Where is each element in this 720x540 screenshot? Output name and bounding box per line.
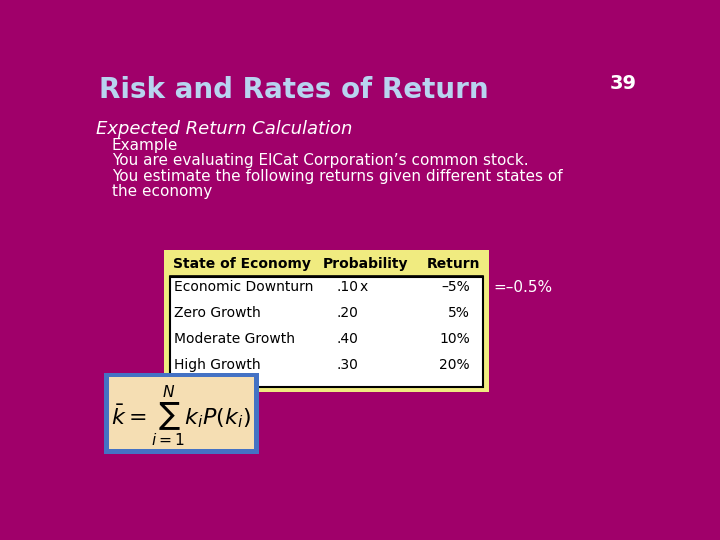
Bar <box>163 249 489 392</box>
Text: the economy: the economy <box>112 184 212 199</box>
Text: –5%: –5% <box>441 280 469 294</box>
Bar <box>104 373 259 454</box>
Text: You are evaluating ElCat Corporation’s common stock.: You are evaluating ElCat Corporation’s c… <box>112 153 528 168</box>
Text: Risk and Rates of Return: Risk and Rates of Return <box>99 76 489 104</box>
Text: .20: .20 <box>336 306 359 320</box>
Text: 10%: 10% <box>439 333 469 346</box>
Text: 5%: 5% <box>448 306 469 320</box>
Text: .40: .40 <box>336 333 359 346</box>
Text: =–0.5%: =–0.5% <box>493 280 552 295</box>
Text: High Growth: High Growth <box>174 359 261 373</box>
Text: Example: Example <box>112 138 178 153</box>
Text: Probability: Probability <box>323 257 408 271</box>
Text: Zero Growth: Zero Growth <box>174 306 261 320</box>
Text: Return: Return <box>427 257 481 271</box>
Text: Moderate Growth: Moderate Growth <box>174 333 295 346</box>
Bar <box>170 276 483 387</box>
Text: Economic Downturn: Economic Downturn <box>174 280 314 294</box>
Text: 39: 39 <box>609 74 636 93</box>
Text: .10: .10 <box>336 280 359 294</box>
Text: State of Economy: State of Economy <box>173 257 311 271</box>
Bar <box>109 377 254 449</box>
Text: $\bar{k} = \sum_{i=1}^{N} k_i P(k_i)$: $\bar{k} = \sum_{i=1}^{N} k_i P(k_i)$ <box>112 385 251 449</box>
Text: Expected Return Calculation: Expected Return Calculation <box>96 120 353 138</box>
Text: 20%: 20% <box>439 359 469 373</box>
Text: .30: .30 <box>336 359 359 373</box>
Text: You estimate the following returns given different states of: You estimate the following returns given… <box>112 168 562 184</box>
Text: x: x <box>360 280 368 294</box>
